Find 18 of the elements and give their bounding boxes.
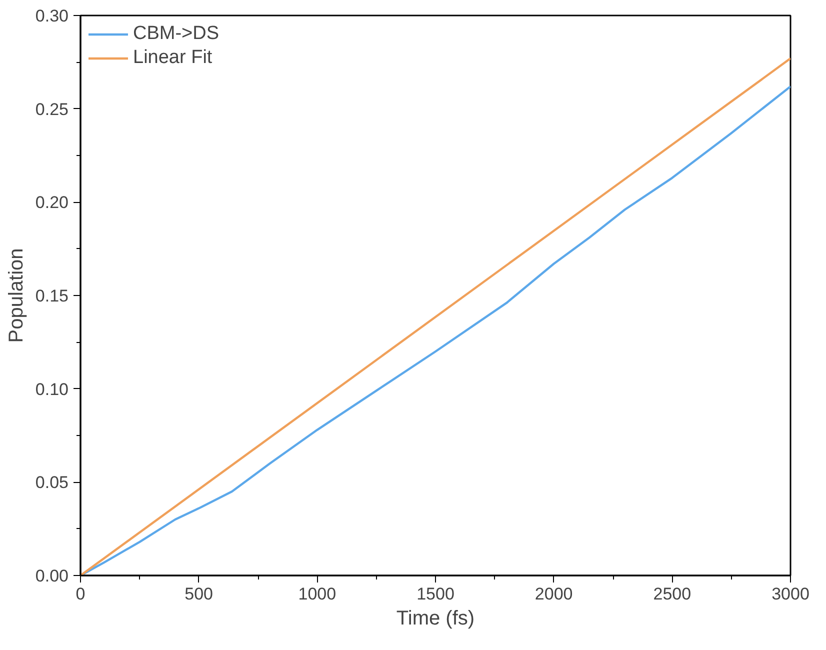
x-tick-label: 1500 [416, 584, 454, 604]
x-tick-label: 1000 [298, 584, 336, 604]
y-tick-label: 0.30 [35, 6, 69, 26]
legend-label: Linear Fit [133, 47, 212, 69]
y-tick-label: 0.20 [35, 193, 69, 212]
x-tick-label: 3000 [772, 584, 810, 604]
x-axis-title: Time (fs) [396, 608, 475, 630]
x-tick-label: 0 [76, 584, 86, 604]
y-tick-label: 0.05 [35, 473, 69, 492]
y-tick-label: 0.00 [35, 566, 69, 586]
y-tick-label: 0.15 [35, 286, 69, 306]
y-tick-label: 0.10 [35, 380, 69, 399]
x-tick-label: 2000 [534, 584, 573, 604]
legend-label: CBM->DS [133, 23, 220, 45]
y-axis-title: Population [5, 248, 28, 343]
x-tick-label: 2500 [653, 584, 692, 604]
x-tick-label: 500 [184, 584, 214, 604]
y-tick-label: 0.25 [35, 100, 69, 119]
